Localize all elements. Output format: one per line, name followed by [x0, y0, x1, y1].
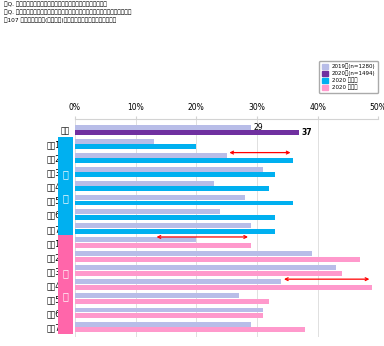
Bar — [75, 280, 281, 284]
Bar — [75, 285, 372, 290]
Bar — [75, 139, 154, 144]
Bar — [75, 327, 305, 332]
Bar — [75, 237, 196, 242]
Bar — [75, 229, 275, 234]
Legend: 2019年(n=1280), 2020年(n=1494), 2020 年男性, 2020 年女性: 2019年(n=1280), 2020年(n=1494), 2020 年男性, … — [319, 61, 379, 93]
Bar — [75, 243, 251, 248]
Bar — [75, 130, 300, 135]
Bar — [75, 186, 269, 191]
Bar — [75, 153, 227, 158]
Bar — [75, 144, 196, 149]
Text: 「Q. あなたご自身が普段気になっていることは？」に続いて、
「Q. その中で、ぜひとも積極的に改善したいと思っていることは？」と聞き、
　107 の選択肢を提: 「Q. あなたご自身が普段気になっていることは？」に続いて、 「Q. その中で、… — [4, 2, 131, 23]
Bar — [75, 172, 275, 177]
Bar — [75, 293, 239, 298]
Bar — [75, 308, 263, 312]
Bar — [75, 257, 360, 262]
Bar — [75, 299, 269, 304]
Bar — [75, 158, 293, 163]
Bar — [75, 223, 251, 228]
Text: 女

性: 女 性 — [63, 268, 69, 301]
Text: 37: 37 — [302, 128, 313, 137]
Bar — [75, 195, 245, 200]
Bar — [75, 271, 342, 276]
Text: 男

性: 男 性 — [63, 170, 69, 203]
Bar — [75, 181, 214, 186]
Bar — [75, 125, 251, 130]
Bar — [75, 215, 275, 219]
Text: 29: 29 — [253, 123, 263, 132]
Bar — [75, 321, 251, 327]
Bar — [75, 313, 263, 318]
Bar — [75, 167, 263, 172]
Bar — [75, 251, 311, 256]
Bar — [75, 265, 336, 270]
Bar — [75, 201, 293, 206]
Bar — [75, 209, 220, 214]
